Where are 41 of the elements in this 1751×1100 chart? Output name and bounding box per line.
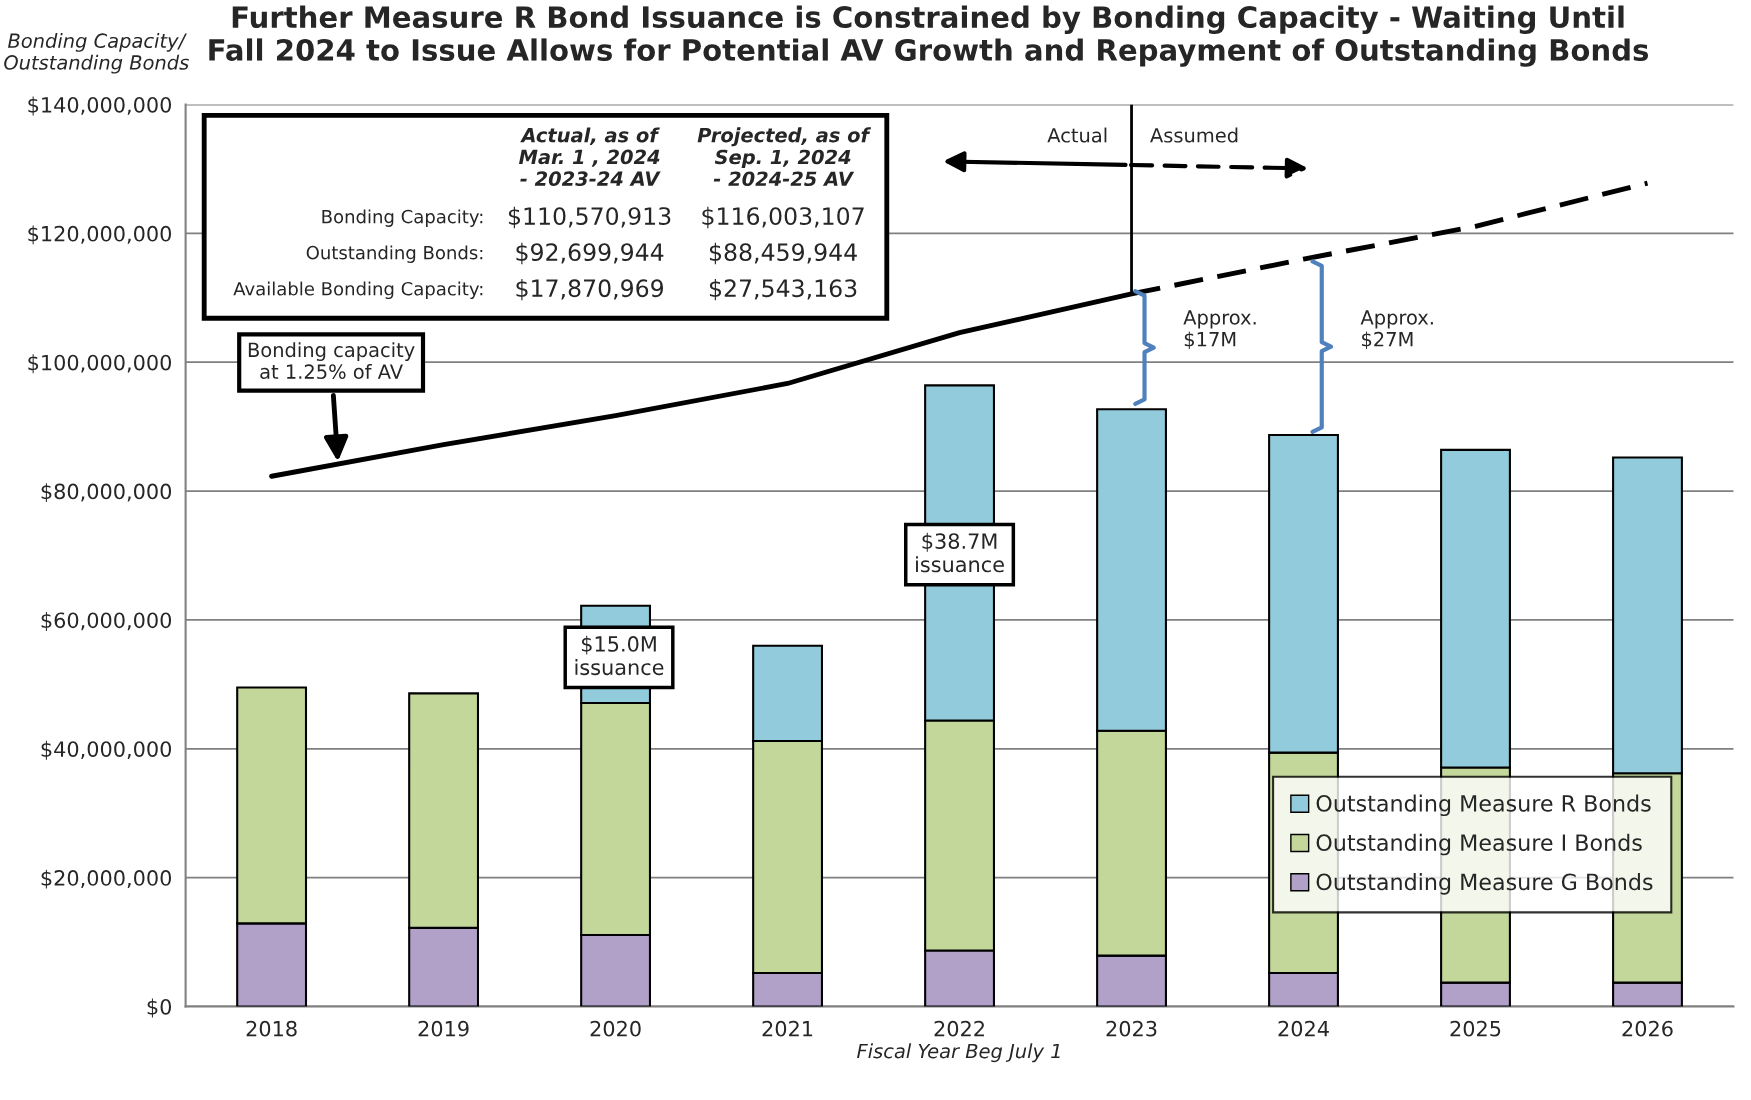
y-tick-label: $100,000,000: [28, 354, 172, 374]
legend-label: Outstanding Measure R Bonds: [1316, 794, 1651, 817]
x-axis-title: Fiscal Year Beg July 1: [857, 1043, 1060, 1063]
annotation: $116,003,107: [702, 206, 864, 229]
annotation: Outstanding Bonds:: [306, 245, 483, 263]
x-tick-label: 2019: [418, 1020, 469, 1037]
annotation: Bonding capacity at 1.25% of AV: [248, 342, 415, 379]
annotation: Approx. $27M: [1360, 310, 1433, 350]
annotation: $15.0M issuance: [575, 635, 664, 676]
y-tick-label: $140,000,000: [28, 96, 172, 116]
annotation: Approx. $17M: [1183, 310, 1256, 350]
annotation: Actual, as of Mar. 1 , 2024 - 2023-24 AV: [519, 127, 661, 187]
legend-label: Outstanding Measure G Bonds: [1316, 873, 1653, 895]
x-tick-label: 2021: [762, 1020, 813, 1037]
annotation: $17,870,969: [516, 278, 664, 301]
x-tick-label: 2018: [246, 1020, 297, 1037]
chart-title: Further Measure R Bond Issuance is Constrained by Bonding Capacity - Waiting Until Fall 2024 to Issue Allows for Potential AV Growth and Repayment of Outstanding Bonds: [209, 5, 1649, 67]
legend-label: Outstanding Measure I Bonds: [1316, 833, 1642, 856]
y-axis-title: Bonding Capacity/ Outstanding Bonds: [4, 33, 189, 74]
y-tick-label: $80,000,000: [41, 483, 172, 503]
y-tick-label: $0: [147, 998, 172, 1018]
annotation: $38.7M issuance: [916, 532, 1004, 573]
annotation: Actual: [1047, 127, 1107, 143]
annotation: $88,459,944: [709, 242, 857, 265]
annotation: $110,570,913: [508, 206, 671, 229]
x-tick-label: 2025: [1450, 1020, 1501, 1037]
y-tick-label: $40,000,000: [41, 740, 172, 760]
x-tick-label: 2023: [1106, 1020, 1157, 1037]
x-tick-label: 2026: [1622, 1020, 1673, 1037]
y-tick-label: $20,000,000: [41, 869, 172, 889]
x-tick-label: 2020: [590, 1020, 641, 1037]
annotation: Available Bonding Capacity:: [233, 281, 483, 300]
x-tick-label: 2024: [1278, 1020, 1329, 1037]
y-tick-label: $60,000,000: [41, 612, 172, 631]
annotation: Assumed: [1150, 127, 1238, 143]
annotation: $92,699,944: [516, 242, 664, 265]
annotation: Bonding Capacity:: [322, 209, 483, 227]
y-tick-label: $120,000,000: [28, 225, 172, 245]
annotation: $27,543,163: [709, 278, 857, 301]
annotation: Projected, as of Sep. 1, 2024 - 2024-25 AV: [697, 127, 872, 187]
x-tick-label: 2022: [934, 1020, 984, 1037]
